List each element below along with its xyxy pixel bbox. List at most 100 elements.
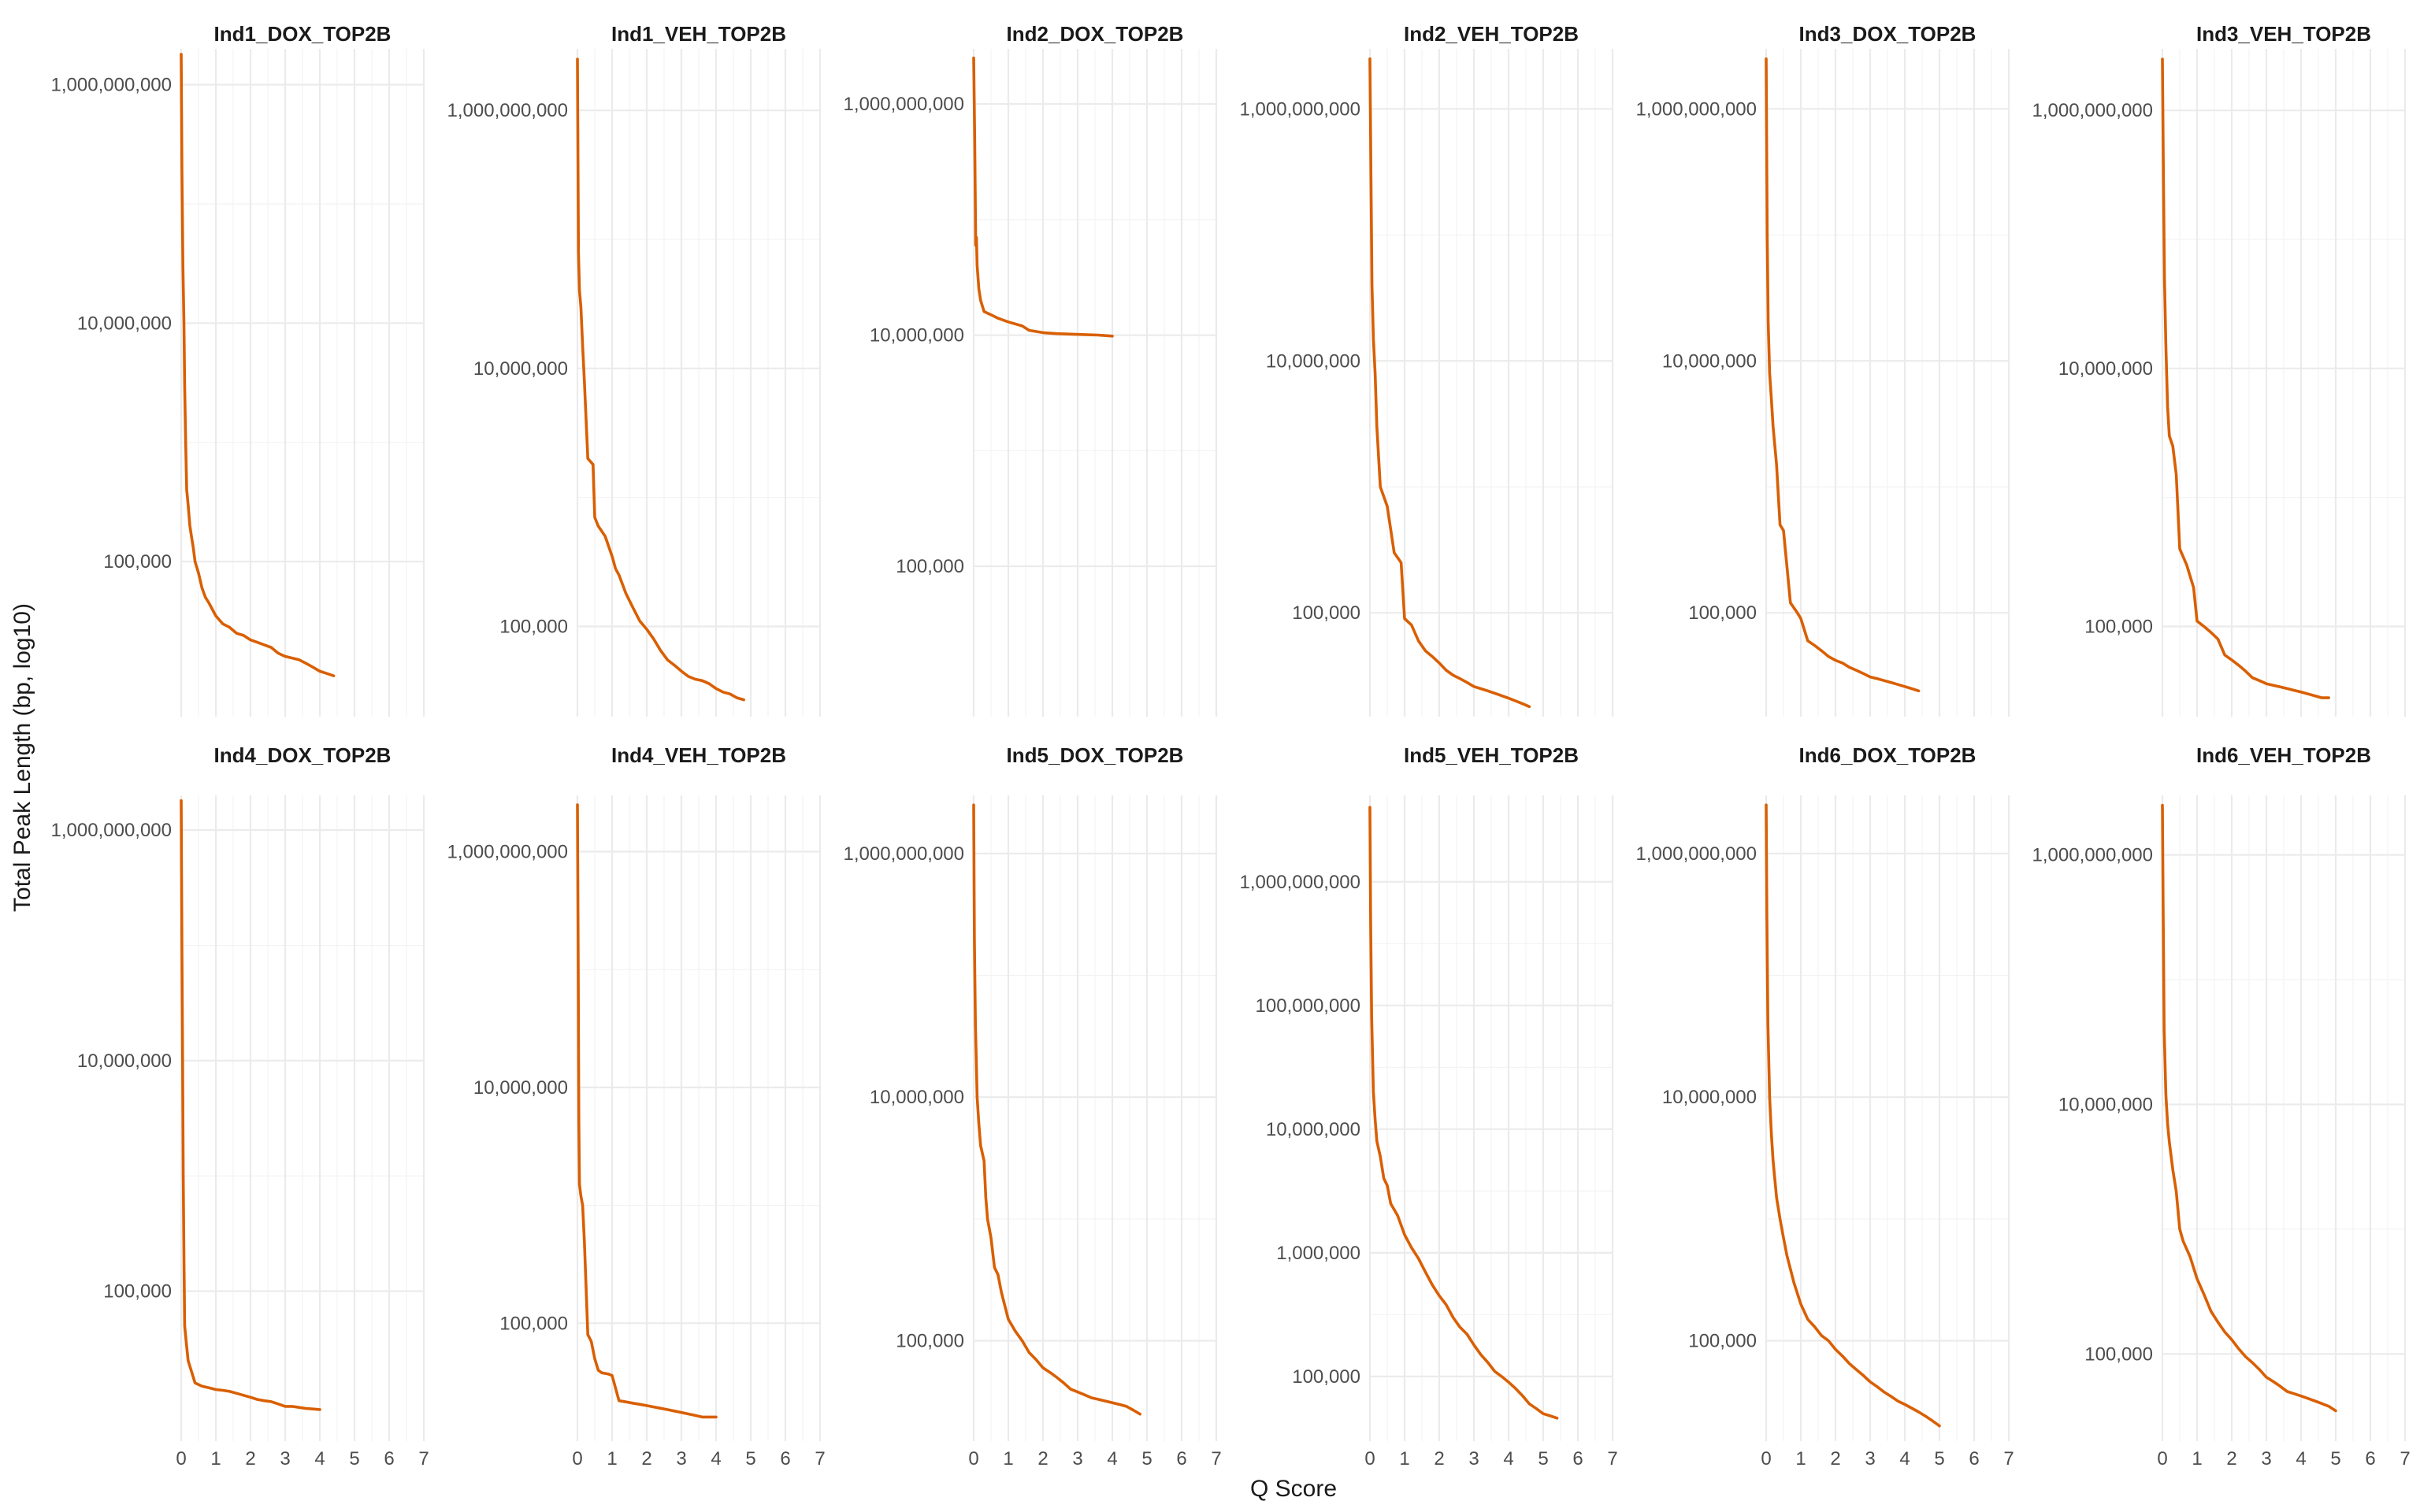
series-line bbox=[1368, 806, 1559, 1420]
x-tick-label: 6 bbox=[1176, 1448, 1186, 1469]
x-tick-label: 3 bbox=[1468, 1448, 1479, 1469]
x-tick-label: 4 bbox=[711, 1448, 721, 1469]
y-tick-label: 10,000,000 bbox=[77, 313, 172, 334]
x-tick-label: 6 bbox=[1572, 1448, 1583, 1469]
x-tick-label: 7 bbox=[815, 1448, 825, 1469]
y-tick-label: 1,000,000,000 bbox=[447, 100, 568, 121]
y-tick-label: 100,000 bbox=[2084, 1343, 2153, 1365]
series-line bbox=[972, 803, 1141, 1416]
x-tick-label: 4 bbox=[1503, 1448, 1513, 1469]
series-line bbox=[576, 57, 746, 702]
x-tick-label: 5 bbox=[349, 1448, 359, 1469]
x-tick-label: 6 bbox=[2365, 1448, 2375, 1469]
panels-layer: 100,000 10,000,000 1,000,000,000 Ind1_DOX_T… bbox=[51, 22, 2411, 1469]
y-tick-label: 1,000,000,000 bbox=[1636, 98, 1757, 120]
x-tick-label: 4 bbox=[1107, 1448, 1117, 1469]
x-tick-label: 0 bbox=[572, 1448, 582, 1469]
x-tick-label: 7 bbox=[2400, 1448, 2410, 1469]
y-tick-label: 10,000,000 bbox=[2058, 358, 2153, 380]
y-tick-label: 100,000 bbox=[103, 1281, 172, 1303]
x-tick-label: 7 bbox=[1211, 1448, 1221, 1469]
x-tick-label: 6 bbox=[384, 1448, 394, 1469]
y-tick-label: 100,000,000 bbox=[1256, 995, 1360, 1017]
y-tick-label: 1,000,000,000 bbox=[844, 94, 964, 115]
y-tick-label: 1,000,000,000 bbox=[1240, 98, 1360, 120]
x-tick-label: 4 bbox=[2296, 1448, 2306, 1469]
y-tick-label: 100,000 bbox=[1688, 1331, 1757, 1352]
series-line bbox=[2161, 57, 2330, 699]
series-line bbox=[1765, 803, 1941, 1428]
y-tick-label: 1,000,000,000 bbox=[2032, 100, 2153, 121]
x-tick-label: 7 bbox=[1607, 1448, 1617, 1469]
x-tick-label: 4 bbox=[314, 1448, 325, 1469]
x-tick-label: 3 bbox=[2261, 1448, 2271, 1469]
facet-title: Ind3_DOX_TOP2B bbox=[1799, 22, 1976, 46]
series-line bbox=[972, 56, 1114, 338]
facet-panel: 100,000 10,000,000 1,000,000,000 Ind3_VEH_T… bbox=[2032, 22, 2407, 717]
series-line bbox=[1368, 57, 1531, 709]
y-tick-label: 10,000,000 bbox=[77, 1051, 172, 1072]
facet-panel: 100,000 10,000,000 1,000,000,000 Ind2_VEH_T… bbox=[1240, 22, 1614, 717]
x-tick-label: 1 bbox=[210, 1448, 221, 1469]
x-tick-label: 1 bbox=[1399, 1448, 1409, 1469]
x-tick-label: 2 bbox=[1434, 1448, 1444, 1469]
facet-title: Ind1_VEH_TOP2B bbox=[611, 22, 786, 46]
x-tick-label: 0 bbox=[1364, 1448, 1375, 1469]
x-tick-label: 1 bbox=[1003, 1448, 1013, 1469]
facet-title: Ind6_DOX_TOP2B bbox=[1799, 743, 1976, 767]
y-tick-label: 1,000,000,000 bbox=[844, 843, 964, 865]
facet-title: Ind5_VEH_TOP2B bbox=[1404, 743, 1579, 767]
x-tick-label: 6 bbox=[780, 1448, 790, 1469]
series-line bbox=[2161, 803, 2337, 1413]
y-tick-label: 100,000 bbox=[896, 556, 964, 577]
x-tick-label: 0 bbox=[176, 1448, 186, 1469]
y-tick-label: 10,000,000 bbox=[1266, 350, 1360, 372]
x-tick-label: 2 bbox=[1037, 1448, 1048, 1469]
x-tick-label: 1 bbox=[1795, 1448, 1806, 1469]
y-axis-title: Total Peak Length (bp, log10) bbox=[9, 603, 35, 912]
x-tick-label: 5 bbox=[745, 1448, 755, 1469]
facet-panel: 100,000 10,000,000 1,000,000,000 Ind2_DOX_T… bbox=[844, 22, 1218, 717]
facet-title: Ind4_VEH_TOP2B bbox=[611, 743, 786, 767]
x-tick-label: 5 bbox=[2330, 1448, 2340, 1469]
x-tick-label: 7 bbox=[2003, 1448, 2014, 1469]
y-tick-label: 1,000,000,000 bbox=[1240, 872, 1360, 893]
x-tick-label: 2 bbox=[2226, 1448, 2236, 1469]
y-tick-label: 100,000 bbox=[103, 551, 172, 573]
x-tick-label: 3 bbox=[1865, 1448, 1875, 1469]
facet-panel: 100,000 10,000,000 1,000,000,000 Ind1_VEH_T… bbox=[447, 22, 822, 717]
y-tick-label: 10,000,000 bbox=[2058, 1094, 2153, 1115]
x-tick-label: 2 bbox=[641, 1448, 651, 1469]
x-tick-label: 4 bbox=[1899, 1448, 1910, 1469]
y-tick-label: 100,000 bbox=[1292, 1366, 1360, 1388]
facet-title: Ind2_VEH_TOP2B bbox=[1404, 22, 1579, 46]
x-tick-label: 5 bbox=[1141, 1448, 1152, 1469]
x-tick-label: 5 bbox=[1934, 1448, 1944, 1469]
facet-panel: 100,000 10,000,000 1,000,000,000 Ind1_DOX_T… bbox=[51, 22, 425, 717]
y-tick-label: 10,000,000 bbox=[1266, 1119, 1360, 1140]
x-tick-label: 0 bbox=[2157, 1448, 2167, 1469]
x-tick-label: 6 bbox=[1969, 1448, 1979, 1469]
x-tick-label: 1 bbox=[2192, 1448, 2202, 1469]
x-tick-label: 5 bbox=[1538, 1448, 1548, 1469]
facet-title: Ind2_DOX_TOP2B bbox=[1007, 22, 1184, 46]
facet-title: Ind5_DOX_TOP2B bbox=[1007, 743, 1184, 767]
x-tick-label: 3 bbox=[280, 1448, 290, 1469]
y-tick-label: 100,000 bbox=[2084, 616, 2153, 637]
facet-panel: 100,000 10,000,000 1,000,000,000 Ind5_DOX_T… bbox=[844, 743, 1222, 1469]
facet-panel: 100,000 1,000,000 10,000,000 100,000,000 1,0… bbox=[1240, 743, 1618, 1469]
y-tick-label: 10,000,000 bbox=[1662, 350, 1757, 372]
x-tick-label: 2 bbox=[1830, 1448, 1840, 1469]
facet-panel: 100,000 10,000,000 1,000,000,000 Ind4_VEH_T… bbox=[447, 743, 826, 1469]
y-tick-label: 1,000,000,000 bbox=[447, 841, 568, 862]
series-line bbox=[180, 799, 321, 1411]
facet-panel: 100,000 10,000,000 1,000,000,000 Ind6_DOX_T… bbox=[1636, 743, 2014, 1469]
series-line bbox=[576, 803, 718, 1419]
facet-panel: 100,000 10,000,000 1,000,000,000 Ind6_VEH_T… bbox=[2032, 743, 2411, 1469]
facet-title: Ind6_VEH_TOP2B bbox=[2196, 743, 2371, 767]
y-tick-label: 1,000,000,000 bbox=[1636, 843, 1757, 865]
y-tick-label: 1,000,000,000 bbox=[51, 820, 172, 841]
facet-panel: 100,000 10,000,000 1,000,000,000 Ind3_DOX_T… bbox=[1636, 22, 2010, 717]
facet-panel: 100,000 10,000,000 1,000,000,000 Ind4_DOX_T… bbox=[51, 743, 429, 1469]
